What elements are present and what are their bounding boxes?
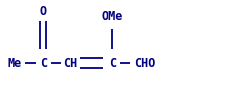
Text: C: C (40, 57, 47, 70)
Text: CHO: CHO (134, 57, 155, 70)
Text: Me: Me (7, 57, 22, 70)
Text: OMe: OMe (102, 10, 123, 23)
Text: O: O (40, 5, 47, 18)
Text: C: C (109, 57, 116, 70)
Text: CH: CH (63, 57, 78, 70)
